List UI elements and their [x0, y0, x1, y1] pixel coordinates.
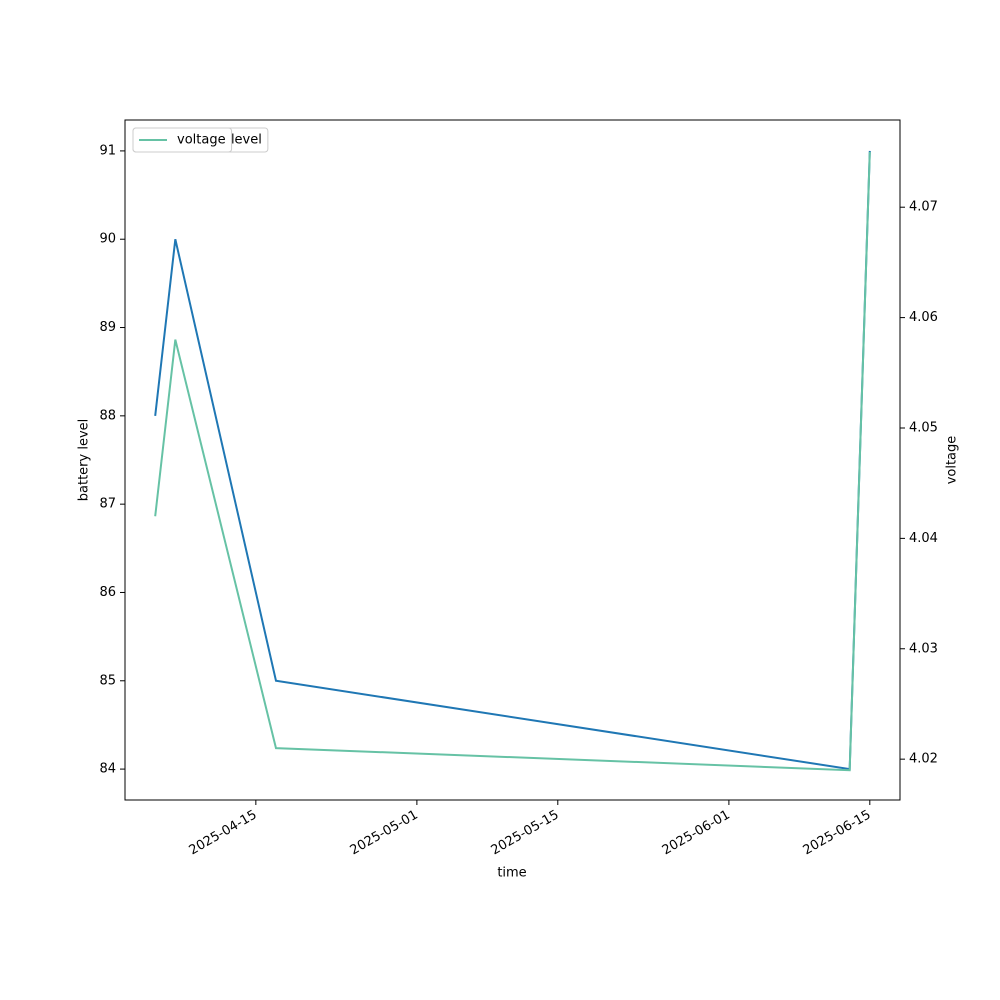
legend-box	[132, 127, 233, 153]
y2-tick-label: 4.07	[909, 200, 938, 215]
y2-tick-label: 4.02	[909, 752, 938, 767]
x-tick-label: 2025-04-15	[187, 808, 260, 859]
x-tick-label: 2025-06-15	[801, 808, 874, 859]
x-axis-label: time	[497, 866, 526, 881]
y2-tick-label: 4.03	[909, 641, 938, 656]
y2-tick-label: 4.05	[909, 420, 938, 435]
y-tick-label: 86	[99, 585, 116, 600]
x-tick-label: 2025-06-01	[660, 808, 733, 859]
line-series	[154, 151, 871, 772]
x-tick-label: 2025-05-15	[489, 808, 562, 859]
y-tick-label: 87	[99, 497, 116, 512]
legend-label: voltage	[177, 133, 226, 148]
y2-tick-label: 4.06	[909, 310, 938, 325]
y-tick-label: 84	[99, 762, 116, 777]
y-tick-label: 88	[99, 408, 116, 423]
y-tick-label: 89	[99, 320, 116, 335]
y-tick-label: 85	[99, 673, 116, 688]
y2-axis-label: voltage	[945, 436, 960, 485]
y-tick-label: 90	[99, 232, 116, 247]
y2-tick-label: 4.04	[909, 531, 938, 546]
y-tick-label: 91	[99, 143, 116, 158]
y-axis-label: battery level	[77, 419, 92, 502]
line-series	[154, 150, 871, 771]
plot-frame	[124, 119, 901, 801]
x-tick-label: 2025-05-01	[348, 808, 421, 859]
